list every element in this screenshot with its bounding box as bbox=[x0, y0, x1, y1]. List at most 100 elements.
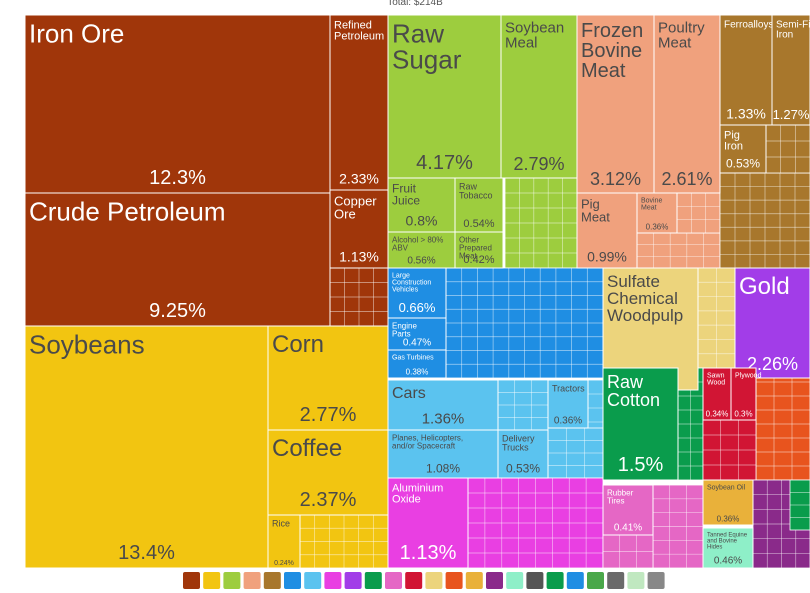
tile-value-label: 0.99% bbox=[587, 249, 627, 265]
tile-label: Other Prepared Meat bbox=[459, 236, 492, 261]
tile-value-label: 1.5% bbox=[618, 454, 664, 476]
category-icon bbox=[465, 572, 483, 589]
tile-label: Semi-FinishedIron bbox=[776, 20, 810, 41]
category-icon bbox=[445, 572, 463, 589]
tile-value-label: 2.79% bbox=[513, 154, 564, 174]
tile bbox=[653, 14, 721, 194]
tile-label: Soybean Oil bbox=[707, 485, 746, 492]
tile-label: Iron Ore bbox=[29, 19, 124, 49]
tile bbox=[329, 189, 389, 269]
tile-label: Corn bbox=[272, 331, 324, 358]
category-icon bbox=[324, 572, 342, 589]
tile bbox=[730, 367, 757, 421]
tile bbox=[576, 14, 655, 194]
tile-value-label: 12.3% bbox=[149, 167, 206, 189]
tile bbox=[719, 124, 767, 174]
tile-value-label: 1.13% bbox=[339, 249, 379, 265]
tile bbox=[267, 429, 389, 516]
tile-value-label: 0.36% bbox=[717, 514, 740, 523]
tile-value-label: 0.8% bbox=[406, 213, 438, 229]
tile-value-label: 2.26% bbox=[747, 354, 798, 374]
tile-label: Rubber Tires bbox=[607, 489, 634, 506]
category-icon bbox=[203, 572, 221, 589]
tile-label: Bovine Meat bbox=[641, 198, 663, 212]
tile-value-label: 0.53% bbox=[726, 157, 760, 171]
tile bbox=[771, 14, 810, 126]
tile bbox=[636, 192, 678, 234]
tile-label: Raw Sugar bbox=[392, 19, 462, 75]
tile-label: Rice bbox=[272, 519, 290, 529]
tile bbox=[387, 267, 447, 319]
tile bbox=[602, 484, 654, 536]
tile-value-label: 2.37% bbox=[300, 489, 357, 511]
tile-value-label: 0.41% bbox=[614, 523, 642, 534]
tile-label: Refined Petroleum bbox=[334, 19, 384, 42]
category-icon bbox=[647, 572, 665, 589]
tile-label: Delivery Trucks bbox=[502, 434, 535, 453]
tile-value-label: 0.66% bbox=[399, 300, 436, 315]
tile-value-label: 0.53% bbox=[506, 462, 540, 476]
tile-label: Sulfate Chemical Woodpulp bbox=[607, 272, 683, 325]
tile bbox=[24, 192, 331, 327]
tile-label: Crude Petroleum bbox=[29, 197, 226, 227]
category-icon bbox=[607, 572, 625, 589]
tile-value-label: 0.47% bbox=[403, 338, 431, 349]
tile bbox=[500, 14, 578, 179]
tile bbox=[387, 231, 456, 269]
tile-value-label: 0.36% bbox=[646, 222, 669, 231]
tile-value-label: 1.36% bbox=[422, 410, 465, 427]
tile-label: Planes, Helicopters, and/or Spacecraft bbox=[392, 434, 463, 451]
tile-label: Coffee bbox=[272, 435, 342, 462]
tile-label: Pig Iron bbox=[724, 129, 743, 152]
tile bbox=[387, 477, 469, 569]
category-icon bbox=[243, 572, 261, 589]
filler-tile bbox=[765, 124, 810, 174]
tile-label: Frozen Bovine Meat bbox=[581, 20, 643, 82]
tile-label: Large Construction Vehicles bbox=[392, 273, 431, 294]
category-icon bbox=[344, 572, 362, 589]
tile-value-label: 1.27% bbox=[773, 107, 810, 122]
filler-tiles bbox=[299, 124, 810, 569]
tile bbox=[387, 177, 456, 233]
tile-value-label: 9.25% bbox=[149, 300, 206, 322]
category-icon bbox=[425, 572, 443, 589]
tile-label: Raw Tobacco bbox=[459, 182, 493, 201]
tile bbox=[576, 192, 638, 269]
tile-label: Tanned Equine and Bovine Hides bbox=[707, 533, 748, 551]
tile-label: Tractors bbox=[552, 384, 585, 394]
tile-label: Copper Ore bbox=[334, 193, 377, 221]
tile-value-label: 13.4% bbox=[118, 542, 175, 564]
tile bbox=[387, 429, 499, 479]
tile-value-label: 0.3% bbox=[734, 409, 752, 418]
category-icon bbox=[546, 572, 564, 589]
tile bbox=[702, 527, 754, 569]
tile bbox=[454, 177, 504, 233]
tile-label: Pig Meat bbox=[581, 196, 610, 224]
tile-label: Soybeans bbox=[29, 330, 145, 360]
tile bbox=[702, 479, 754, 526]
tile-value-label: 1.33% bbox=[726, 106, 766, 122]
category-icon bbox=[627, 572, 645, 589]
tile-value-label: 0.54% bbox=[463, 218, 494, 230]
category-icon bbox=[223, 572, 241, 589]
tile-value-label: 3.12% bbox=[590, 169, 641, 189]
category-icon bbox=[385, 572, 402, 589]
tile bbox=[387, 317, 447, 351]
tile bbox=[387, 379, 499, 431]
tile-value-label: 1.13% bbox=[400, 542, 457, 564]
tile-label: Poultry Meat bbox=[658, 19, 705, 51]
tile-label: Ferroalloys bbox=[724, 20, 773, 31]
category-icon bbox=[405, 572, 423, 589]
tile-label: Plywood bbox=[735, 373, 762, 380]
tile-label: Gold bbox=[739, 273, 790, 300]
tile-label: Aluminium Oxide bbox=[392, 482, 443, 505]
tile bbox=[24, 14, 331, 194]
tile-label: Fruit Juice bbox=[392, 181, 420, 207]
tile bbox=[602, 367, 679, 481]
tile bbox=[24, 325, 269, 569]
tile-value-label: 0.56% bbox=[407, 256, 435, 267]
tile-value-label: 0.38% bbox=[406, 367, 429, 376]
tile-value-label: 0.34% bbox=[706, 409, 729, 418]
category-icon bbox=[506, 572, 524, 589]
